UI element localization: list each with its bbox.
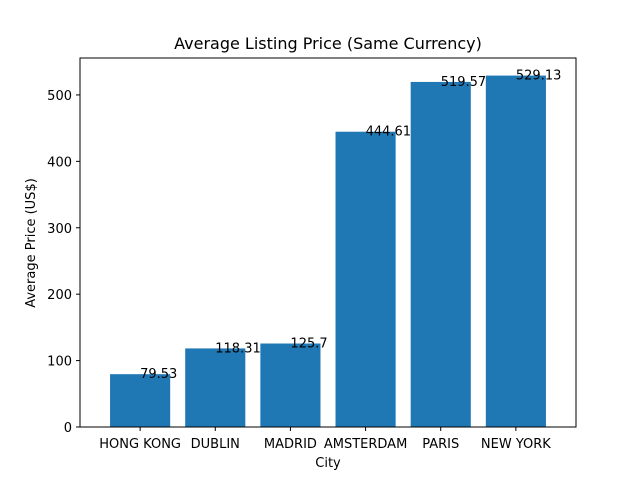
y-tick-label: 300	[47, 222, 72, 237]
x-tick-label: PARIS	[422, 437, 459, 452]
x-tick-label: DUBLIN	[191, 437, 240, 452]
y-tick-label: 400	[47, 155, 72, 170]
x-tick-label: NEW YORK	[481, 437, 551, 452]
x-tick-label: HONG KONG	[99, 437, 181, 452]
data-label: 118.31	[215, 341, 260, 356]
x-tick-label: AMSTERDAM	[324, 437, 407, 452]
bar-paris	[410, 81, 471, 428]
y-axis-label: Average Price (US$)	[24, 178, 39, 308]
plot-frame	[79, 57, 577, 428]
x-tick-label: MADRID	[264, 437, 317, 452]
bars-group	[110, 75, 546, 428]
bar-hong-kong	[110, 374, 171, 427]
data-label: 125.7	[290, 337, 327, 352]
data-label: 519.57	[441, 75, 487, 90]
y-tick-label: 200	[47, 288, 72, 303]
y-axis: 0 100 200 300 400 500	[47, 89, 80, 436]
data-label: 529.13	[516, 69, 562, 84]
bar-new-york	[485, 75, 546, 428]
x-axis-label: City	[315, 456, 341, 471]
data-label: 79.53	[140, 367, 177, 382]
y-tick-label: 100	[47, 355, 72, 370]
y-tick-label: 0	[64, 421, 72, 436]
data-label: 444.61	[366, 125, 412, 140]
y-tick-label: 500	[47, 89, 72, 104]
plot-area: 79.53 118.31 125.7 444.61 519.57 529.13 HONG …	[47, 57, 577, 452]
bar-madrid	[260, 343, 321, 427]
x-axis: HONG KONG DUBLIN MADRID AMSTERDAM PARIS NEW Y…	[99, 427, 551, 452]
bar-amsterdam	[335, 131, 396, 427]
data-labels-group: 79.53 118.31 125.7 444.61 519.57 529.13	[140, 69, 561, 383]
bar-dublin	[185, 348, 246, 427]
chart-title: Average Listing Price (Same Currency)	[174, 34, 482, 53]
